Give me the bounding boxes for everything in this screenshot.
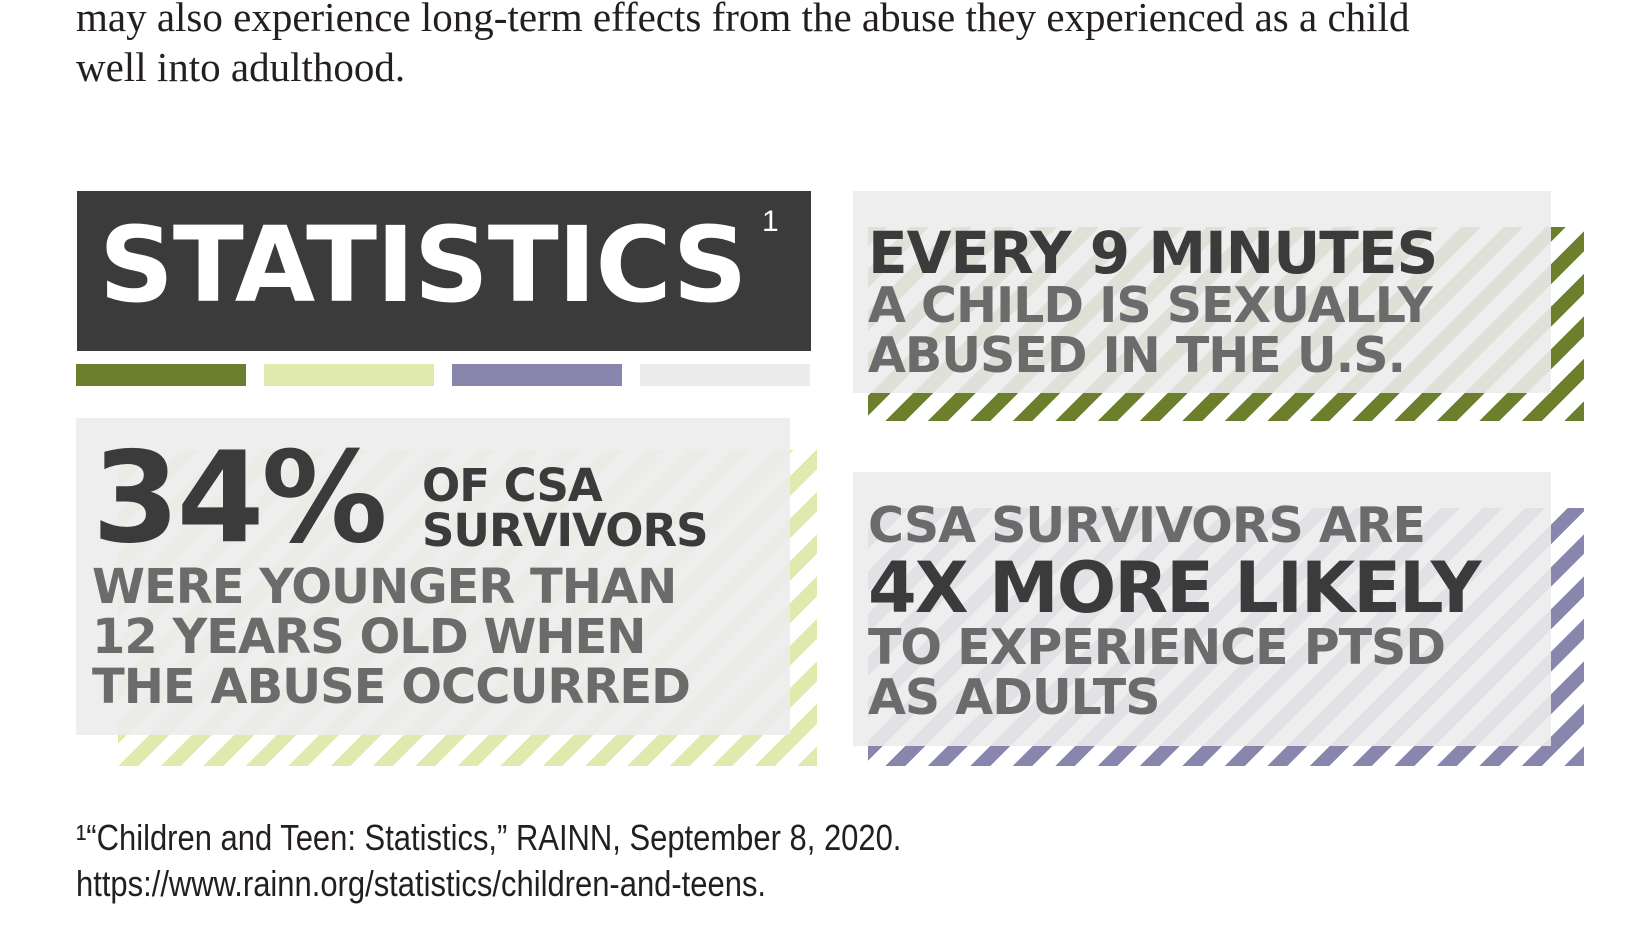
swatch-green <box>76 364 246 386</box>
swatch-light-green <box>264 364 434 386</box>
stat-headline: EVERY 9 MINUTES <box>868 219 1438 287</box>
swatch-light-gray <box>640 364 810 386</box>
heading-footnote-marker: 1 <box>762 205 779 238</box>
stat-text-line: TO EXPERIENCE PTSD <box>868 619 1446 676</box>
stat-side-label: SURVIVORS <box>422 504 709 557</box>
stat-text-line: AS ADULTS <box>868 669 1160 726</box>
statistics-heading: STATISTICS 1 <box>77 191 811 351</box>
intro-paragraph: may also experience long-term effects fr… <box>76 0 1596 92</box>
stat-panel <box>76 418 790 735</box>
stat-text-line: CSA SURVIVORS ARE <box>868 497 1426 554</box>
stat-text-line: A CHILD IS SEXUALLY <box>868 277 1433 334</box>
footnote-url: https://www.rainn.org/statistics/childre… <box>76 863 767 904</box>
stat-text-line: 12 YEARS OLD WHEN <box>92 609 646 665</box>
stat-panel <box>853 472 1551 746</box>
intro-line-2: well into adulthood. <box>76 44 406 90</box>
stat-big-number: 34% <box>92 424 388 571</box>
stat-side-label: OF CSA <box>422 459 603 512</box>
stat-text-line: THE ABUSE OCCURRED <box>92 659 691 715</box>
stat-panel <box>853 191 1551 393</box>
intro-line-1: may also experience long-term effects fr… <box>76 0 1410 40</box>
stat-text-line: ABUSED IN THE U.S. <box>868 327 1406 384</box>
footnote: ¹“Children and Teen: Statistics,” RAINN,… <box>76 815 901 907</box>
swatch-purple <box>452 364 622 386</box>
heading-title: STATISTICS <box>99 204 748 326</box>
footnote-citation: ¹“Children and Teen: Statistics,” RAINN,… <box>76 817 902 858</box>
stat-headline: 4X MORE LIKELY <box>868 547 1481 629</box>
stat-text-line: WERE YOUNGER THAN <box>92 559 677 615</box>
